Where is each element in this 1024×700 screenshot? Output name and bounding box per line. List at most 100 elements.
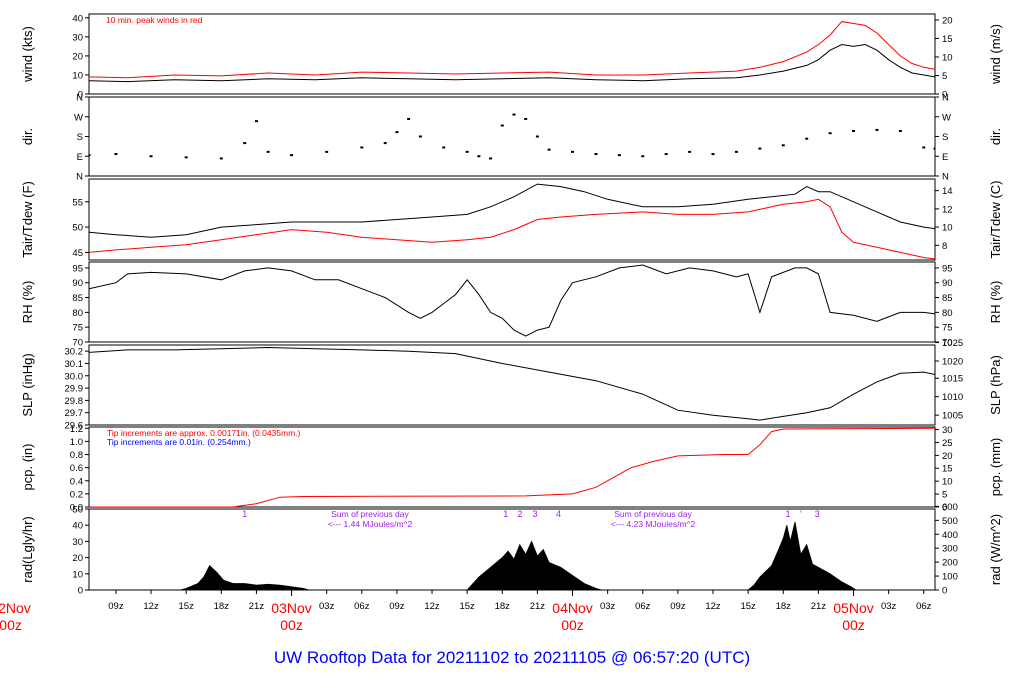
dir-right-axis-label: dir. bbox=[988, 128, 1003, 145]
pcp-left-axis-label: pcp. (in) bbox=[20, 444, 35, 491]
dir-point bbox=[594, 153, 598, 156]
rad-right-tick-label: 0 bbox=[942, 586, 947, 597]
dir-left-tick-label: W bbox=[74, 112, 83, 123]
dir-point bbox=[243, 142, 247, 145]
title-utc: (UTC) bbox=[703, 648, 751, 667]
rad-left-tick-label: 50 bbox=[72, 505, 83, 516]
rad-marker-label: 2 bbox=[517, 509, 522, 519]
wind-right-axis-label: wind (m/s) bbox=[988, 24, 1003, 85]
hour-tick-label: 15z bbox=[740, 601, 756, 612]
pcp-left-tick-label: 0.6 bbox=[70, 463, 83, 474]
pcp-right-tick-label: 15 bbox=[942, 464, 953, 475]
hour-tick-label: 15z bbox=[179, 601, 195, 612]
slp-right-tick-label: 1005 bbox=[942, 411, 963, 422]
pcp-right-axis-label: pcp. (mm) bbox=[988, 438, 1003, 497]
temp-right-tick-label: 10 bbox=[942, 223, 953, 234]
hour-tick-label: 06z bbox=[916, 601, 932, 612]
rad-marker-label: 1 bbox=[785, 509, 790, 519]
dir-point bbox=[325, 150, 329, 153]
dir-point bbox=[898, 130, 902, 133]
hour-tick-label: 09z bbox=[108, 601, 124, 612]
dir-point bbox=[933, 147, 935, 150]
dir-right-tick-label: N bbox=[942, 93, 949, 104]
dir-point bbox=[922, 146, 926, 149]
slp-right-tick-label: 1015 bbox=[942, 374, 963, 385]
hour-tick-label: 18z bbox=[214, 601, 230, 612]
pcp-right-tick-label: 0 bbox=[942, 503, 947, 514]
dir-point bbox=[219, 157, 223, 160]
rad-left-tick-label: 40 bbox=[72, 521, 83, 532]
rad-series-area bbox=[89, 521, 935, 590]
hour-tick-label: 03z bbox=[600, 601, 616, 612]
dir-right-tick-label: N bbox=[942, 172, 949, 183]
hour-tick-label: 21z bbox=[530, 601, 546, 612]
pcp-right-tick-label: 20 bbox=[942, 451, 953, 462]
dir-point bbox=[571, 150, 575, 153]
temp-right-tick-label: 14 bbox=[942, 186, 953, 197]
wind-left-tick-label: 40 bbox=[72, 13, 83, 24]
dir-point bbox=[383, 142, 387, 145]
rad-marker-label: ' bbox=[800, 509, 802, 519]
dir-point bbox=[500, 124, 504, 127]
rad-right-tick-label: 400 bbox=[942, 530, 958, 541]
wind-right-tick-label: 0 bbox=[942, 90, 947, 101]
rh-left-tick-label: 85 bbox=[72, 293, 83, 304]
rad-right-tick-label: 500 bbox=[942, 516, 958, 527]
wind-right-tick-label: 20 bbox=[942, 15, 953, 26]
dir-point bbox=[266, 150, 270, 153]
temp-series-line-1 bbox=[89, 198, 935, 260]
dir-point bbox=[407, 117, 411, 120]
pcp-left-tick-label: 0.4 bbox=[70, 476, 83, 487]
dir-point bbox=[547, 148, 551, 151]
dir-point bbox=[184, 156, 188, 159]
rad-left-tick-label: 30 bbox=[72, 537, 83, 548]
rad-marker-label: 1 bbox=[503, 509, 508, 519]
hour-tick-label: 09z bbox=[670, 601, 686, 612]
dir-point bbox=[664, 153, 668, 156]
wind-left-tick-label: 0 bbox=[78, 90, 83, 101]
dir-point bbox=[360, 146, 364, 149]
temp-left-tick-label: 50 bbox=[72, 223, 83, 234]
wind-left-tick-label: 20 bbox=[72, 51, 83, 62]
day-tick-label: 05Nov bbox=[833, 600, 873, 616]
dir-point bbox=[418, 135, 422, 138]
dir-point bbox=[114, 153, 118, 156]
dir-point bbox=[442, 146, 446, 149]
dir-right-tick-label: S bbox=[942, 132, 948, 143]
day-tick-label: 03Nov bbox=[271, 600, 311, 616]
temp-right-tick-label: 8 bbox=[942, 241, 947, 252]
day-tick-time: 00z bbox=[0, 617, 22, 633]
dir-left-tick-label: N bbox=[76, 172, 83, 183]
pcp-left-tick-label: 1.2 bbox=[70, 424, 83, 435]
rad-left-tick-label: 20 bbox=[72, 553, 83, 564]
rh-right-tick-label: 85 bbox=[942, 293, 953, 304]
hour-tick-label: 03z bbox=[319, 601, 335, 612]
dir-point bbox=[805, 137, 809, 140]
dir-point bbox=[254, 120, 258, 123]
pcp-annotation: Tip increments are 0.01in. (0.254mm.) bbox=[107, 437, 251, 447]
slp-left-tick-label: 29.7 bbox=[65, 408, 84, 419]
dir-left-tick-label: E bbox=[77, 152, 83, 163]
rh-right-tick-label: 90 bbox=[942, 278, 953, 289]
dir-point bbox=[734, 150, 738, 153]
dir-point bbox=[489, 157, 493, 160]
rad-sum-title: Sum of previous day bbox=[331, 509, 409, 519]
dir-point bbox=[617, 154, 621, 157]
rh-left-tick-label: 75 bbox=[72, 323, 83, 334]
wind-annotation: 10 min. peak winds in red bbox=[106, 15, 203, 25]
dir-point bbox=[688, 150, 692, 153]
hour-tick-label: 06z bbox=[354, 601, 370, 612]
hour-tick-label: 09z bbox=[389, 601, 405, 612]
temp-left-tick-label: 55 bbox=[72, 197, 83, 208]
slp-series-line-0 bbox=[89, 346, 935, 421]
day-tick-time: 00z bbox=[280, 617, 303, 633]
rh-panel-frame bbox=[88, 261, 936, 343]
wind-panel-frame bbox=[88, 13, 936, 95]
rh-series-line-0 bbox=[89, 264, 935, 337]
hour-tick-label: 06z bbox=[635, 601, 651, 612]
rad-marker-label: 3 bbox=[815, 509, 820, 519]
rh-left-tick-label: 95 bbox=[72, 263, 83, 274]
rh-right-tick-label: 95 bbox=[942, 263, 953, 274]
rh-right-axis-label: RH (%) bbox=[988, 281, 1003, 324]
dir-point bbox=[535, 135, 539, 138]
